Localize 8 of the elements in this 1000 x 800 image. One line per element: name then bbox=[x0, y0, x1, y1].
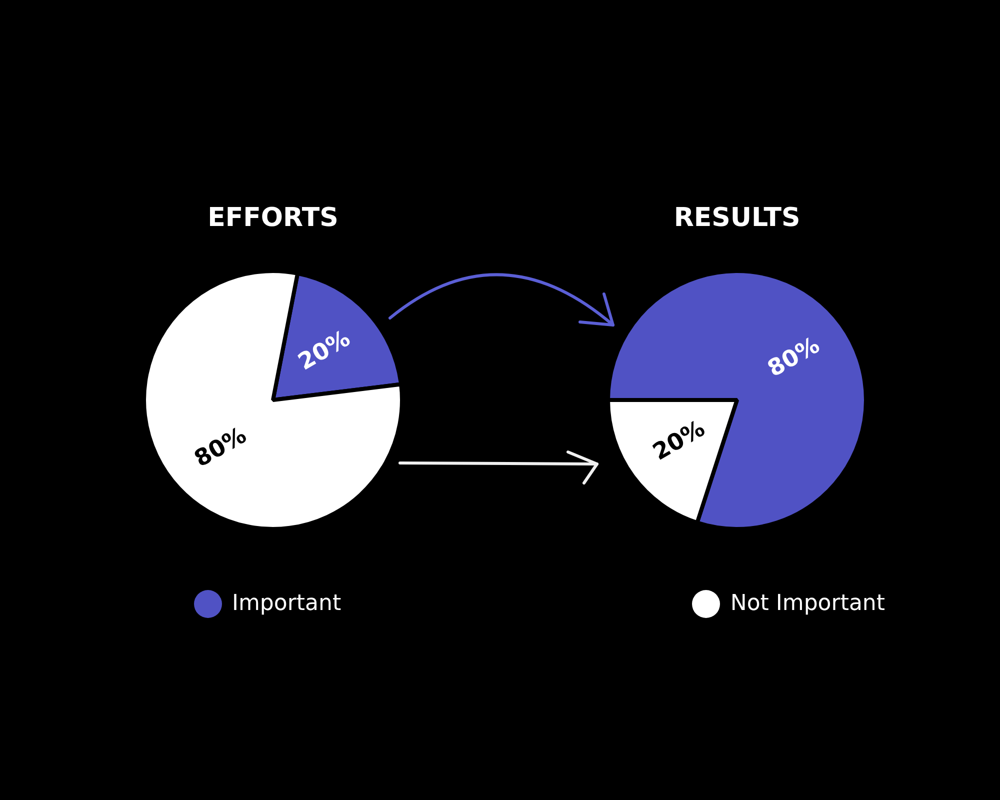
data-label: 20% bbox=[648, 416, 710, 466]
data-label: 20% bbox=[294, 326, 355, 376]
legend-label: Important bbox=[232, 590, 342, 618]
chart-title: RESULTS bbox=[672, 202, 802, 234]
chart-title: EFFORTS bbox=[206, 202, 340, 234]
data-label: 80% bbox=[190, 422, 251, 473]
data-label: 80% bbox=[764, 332, 824, 382]
legend-label: Not Important bbox=[730, 590, 885, 618]
